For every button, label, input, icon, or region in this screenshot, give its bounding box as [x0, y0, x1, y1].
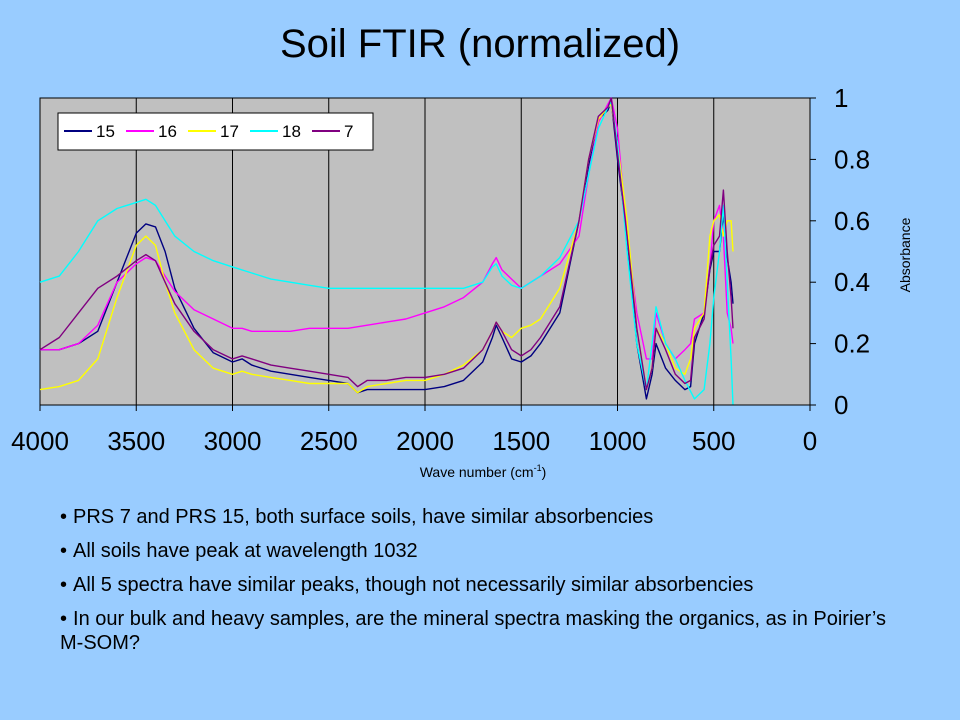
- legend-label-18: 18: [282, 122, 301, 141]
- y-axis-title: Absorbance: [897, 217, 913, 292]
- bullet-list: • PRS 7 and PRS 15, both surface soils, h…: [60, 505, 900, 665]
- x-tick-label: 3500: [107, 426, 165, 456]
- bullet-text: In our bulk and heavy samples, are the m…: [60, 608, 887, 654]
- x-tick-label: 4000: [11, 426, 69, 456]
- bullet-text: All 5 spectra have similar peaks, though…: [73, 574, 754, 596]
- y-tick-label: 0.2: [834, 329, 870, 359]
- x-tick-label: 500: [692, 426, 735, 456]
- legend-label-15: 15: [96, 122, 115, 141]
- slide-title: Soil FTIR (normalized): [279, 22, 681, 66]
- series-lines: [39, 97, 734, 406]
- bullet-text: PRS 7 and PRS 15, both surface soils, ha…: [73, 506, 654, 528]
- legend-label-7: 7: [344, 122, 353, 141]
- chart-legend: 15 16 17 18 7: [57, 112, 374, 151]
- y-tick-label: 0: [834, 390, 848, 420]
- series-line-18: [39, 100, 734, 406]
- bullet-item: • PRS 7 and PRS 15, both surface soils, h…: [60, 506, 654, 528]
- bullet-text: All soils have peak at wavelength 1032: [73, 540, 418, 562]
- y-tick-label: 0.6: [834, 206, 870, 236]
- x-tick-label: 3000: [204, 426, 262, 456]
- legend-label-17: 17: [220, 122, 239, 141]
- x-tick-label: 1500: [492, 426, 550, 456]
- x-tick-label: 2500: [300, 426, 358, 456]
- x-axis-title: Wave number (cm-1): [420, 463, 547, 480]
- x-tick-label: 2000: [396, 426, 454, 456]
- series-line-7: [39, 97, 734, 391]
- y-tick-label: 0.4: [834, 267, 870, 297]
- legend-label-16: 16: [158, 122, 177, 141]
- bullet-item: • All 5 spectra have similar peaks, thoug…: [60, 574, 754, 596]
- y-tick-labels: 0 0.2 0.4 0.6 0.8 1: [810, 83, 870, 420]
- x-tick-label: 0: [803, 426, 817, 456]
- y-tick-label: 1: [834, 83, 848, 113]
- bullet-item: • All soils have peak at wavelength 1032: [60, 540, 418, 562]
- series-line-16: [40, 97, 734, 360]
- x-tick-label: 1000: [589, 426, 647, 456]
- x-tick-labels: 4000 3500 3000 2500 2000 1500 1000 500 0: [11, 405, 817, 456]
- series-line-15: [40, 100, 734, 400]
- bullet-item: • In our bulk and heavy samples, are the …: [60, 608, 887, 654]
- y-tick-label: 0.8: [834, 144, 870, 174]
- ftir-chart: 4000 3500 3000 2500 2000 1500 1000 500 0 0 0.2 0.4…: [11, 83, 913, 480]
